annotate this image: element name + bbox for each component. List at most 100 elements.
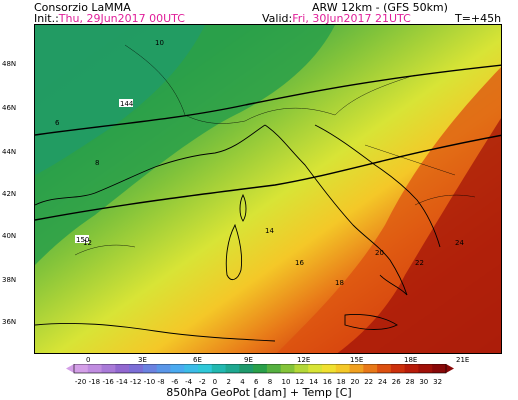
temp-label-12: 12 [83,239,92,247]
colorbar-tick-label: 10 [281,378,291,386]
colorbar-arrow-high [446,364,454,373]
colorbar-tick-label: 32 [433,378,443,386]
colorbar-swatch [225,364,240,373]
temp-label-10: 10 [155,39,164,47]
org-title: Consorzio LaMMA [34,1,131,14]
colorbar-swatch [156,364,171,373]
colorbar-swatch [142,364,158,373]
temp-label-18: 18 [335,279,344,287]
lat-label-36: 36N [2,318,17,326]
model-title: ARW 12km - (GFS 50km) [312,1,448,14]
lon-label-9e: 9E [244,356,253,364]
geopot-label-150: 150 [76,236,89,244]
colorbar-swatch [170,364,185,373]
colorbar-tick-label: -20 [74,378,87,386]
colorbar-swatch [239,364,254,373]
lat-label-42: 42N [2,190,17,198]
colorbar-frame [73,364,447,374]
colorbar-swatch [363,364,378,373]
geopot-label-144: 144 [120,100,134,108]
colorbar-swatch [198,364,213,373]
colorbar-tick-label: -16 [102,378,114,386]
colorbar-swatch [349,364,364,373]
colorbar-swatch [87,364,103,373]
colorbar-tick-label: -6 [171,378,179,386]
colorbar-swatch [322,364,337,373]
init-time: Init.:Thu, 29Jun2017 00UTC [34,12,185,25]
colorbar-swatch [294,364,309,373]
colorbar-swatch [129,364,144,373]
colorbar-tick-label: 24 [378,378,387,386]
colorbar-swatch [308,364,323,373]
temp-label-16: 16 [295,259,304,267]
colorbar-tick-label: 0 [212,378,218,386]
temp-label-6: 6 [55,119,60,127]
lon-label-12e: 12E [297,356,311,364]
colorbar-tick-label: -2 [198,378,206,386]
weather-map: 144 150 10 12 14 16 18 20 22 24 6 8 [34,24,502,354]
colorbar-tick-label: -12 [130,378,142,386]
colorbar-swatch [115,364,130,373]
field-label: 850hPa GeoPot [dam] + Temp [C] [166,386,352,399]
colorbar-swatch [253,364,268,373]
lat-label-44: 44N [2,148,17,156]
colorbar-swatch [432,364,447,373]
map-canvas: 144 150 10 12 14 16 18 20 22 24 6 8 [35,25,501,353]
borders [74,44,476,256]
colorbar-tick-label: 22 [364,378,374,386]
colorbar-tick-label: 16 [322,378,332,386]
valid-time: Valid:Fri, 30Jun2017 21UTC [262,12,411,25]
colorbar-tick-label: 20 [350,378,360,386]
colorbar-tick-label: 12 [295,378,305,386]
colorbar-swatch [390,364,406,373]
temp-label-8: 8 [95,159,99,167]
colorbar-tick-label: -10 [143,378,156,386]
colorbar-tick-label: 8 [267,378,273,386]
temperature-colorbar [66,364,454,374]
colorbar-tick-label: -8 [157,378,165,386]
lead-time: T=+45h [455,12,502,25]
colorbar-tick-label: 2 [226,378,231,386]
colorbar-tick-label: 14 [309,378,319,386]
colorbar-swatch [404,364,419,373]
temp-label-14: 14 [265,227,274,235]
valid-value: Fri, 30Jun2017 21UTC [292,12,411,25]
lat-label-38: 38N [2,276,17,284]
colorbar-swatch [335,364,351,373]
valid-label: Valid: [262,12,293,25]
colorbar-arrow-low [66,364,74,373]
colorbar-swatch [280,364,295,373]
lon-label-15e: 15E [350,356,364,364]
lon-label-0: 0 [86,356,91,364]
lat-label-46: 46N [2,104,17,112]
colorbar-swatch [266,364,282,373]
lon-label-6e: 6E [193,356,202,364]
colorbar-swatch [418,364,433,373]
lon-label-18e: 18E [404,356,418,364]
colorbar-tick-label: 6 [254,378,259,386]
coastlines [35,124,441,342]
lat-label-48: 48N [2,60,17,68]
init-label: Init.: [34,12,59,25]
hot-zone [337,118,501,353]
lat-label-40: 40N [2,232,17,240]
colorbar-tick-label: 26 [391,378,401,386]
colorbar-tick-label: -4 [185,378,193,386]
colorbar-tick-label: 30 [419,378,429,386]
colorbar-tick-label: -18 [88,378,101,386]
colorbar-swatch [211,364,227,373]
colorbar-tick-label: 4 [240,378,245,386]
colorbar-tick-label: 18 [336,378,346,386]
colorbar-swatch [101,364,116,373]
lon-label-21e: 21E [456,356,470,364]
temp-label-24: 24 [455,239,464,247]
lon-label-3e: 3E [138,356,147,364]
colorbar-tick-label: -14 [116,378,128,386]
temp-label-22: 22 [415,259,424,267]
geopotential-contours [35,64,501,221]
colorbar-swatch [184,364,199,373]
colorbar-swatch [377,364,392,373]
init-value: Thu, 29Jun2017 00UTC [58,12,185,25]
colorbar-tick-label: 28 [405,378,415,386]
temp-label-20: 20 [375,249,384,257]
